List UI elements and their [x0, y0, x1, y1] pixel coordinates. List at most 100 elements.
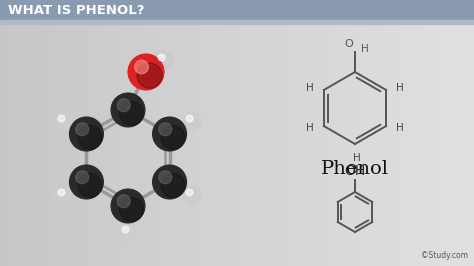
Circle shape — [117, 195, 130, 208]
Bar — [303, 0, 308, 266]
Bar — [185, 0, 190, 266]
Bar — [370, 0, 374, 266]
Bar — [393, 0, 398, 266]
Bar — [374, 0, 379, 266]
Bar — [431, 0, 436, 266]
Text: Phenol: Phenol — [321, 160, 389, 178]
Text: H: H — [361, 44, 369, 54]
Bar — [28, 0, 33, 266]
Bar — [81, 0, 85, 266]
Circle shape — [183, 186, 201, 204]
Bar — [52, 0, 57, 266]
Bar — [76, 0, 81, 266]
Bar — [341, 0, 346, 266]
Text: ©Study.com: ©Study.com — [421, 251, 468, 260]
Circle shape — [122, 226, 129, 233]
Bar — [128, 0, 133, 266]
Bar — [38, 0, 43, 266]
Circle shape — [55, 186, 73, 204]
Bar — [337, 0, 341, 266]
Bar — [237, 0, 242, 266]
Bar — [24, 0, 28, 266]
Circle shape — [69, 117, 103, 151]
Bar — [446, 0, 450, 266]
Bar — [0, 0, 474, 22]
Text: H: H — [396, 123, 404, 133]
Bar — [175, 0, 180, 266]
Circle shape — [161, 126, 185, 149]
Bar — [265, 0, 270, 266]
Circle shape — [58, 115, 65, 122]
Bar — [351, 0, 356, 266]
Bar — [450, 0, 455, 266]
Bar — [33, 0, 38, 266]
Bar — [294, 0, 299, 266]
Bar — [104, 0, 109, 266]
Text: H: H — [306, 123, 314, 133]
Circle shape — [153, 117, 187, 151]
Bar — [166, 0, 171, 266]
Bar — [299, 0, 303, 266]
Bar — [327, 0, 332, 266]
Bar — [85, 0, 90, 266]
Circle shape — [119, 197, 143, 221]
Circle shape — [183, 112, 201, 130]
Bar — [332, 0, 337, 266]
Circle shape — [153, 165, 187, 199]
Bar — [422, 0, 427, 266]
Bar — [194, 0, 199, 266]
Bar — [199, 0, 204, 266]
Bar — [356, 0, 360, 266]
Bar — [228, 0, 232, 266]
Text: H: H — [396, 83, 404, 93]
Bar — [322, 0, 327, 266]
Bar — [460, 0, 465, 266]
Circle shape — [78, 126, 102, 149]
Circle shape — [55, 112, 73, 130]
Bar — [346, 0, 351, 266]
Bar — [389, 0, 393, 266]
Bar — [142, 0, 147, 266]
Bar — [180, 0, 185, 266]
Bar — [100, 0, 104, 266]
Bar — [171, 0, 175, 266]
Circle shape — [161, 173, 185, 197]
Bar — [114, 0, 118, 266]
Bar — [365, 0, 370, 266]
Bar — [455, 0, 460, 266]
Text: H: H — [353, 153, 361, 163]
Circle shape — [186, 189, 193, 196]
Text: OH: OH — [345, 164, 365, 178]
Bar — [133, 0, 137, 266]
Bar — [313, 0, 318, 266]
Bar — [0, 20, 474, 24]
Bar — [137, 0, 142, 266]
Bar — [379, 0, 384, 266]
Bar — [280, 0, 284, 266]
Circle shape — [159, 171, 172, 184]
Bar — [318, 0, 322, 266]
Circle shape — [78, 173, 102, 197]
Bar — [204, 0, 209, 266]
Bar — [412, 0, 417, 266]
Bar — [308, 0, 313, 266]
Bar — [417, 0, 422, 266]
Bar — [441, 0, 446, 266]
Circle shape — [111, 93, 145, 127]
Circle shape — [159, 123, 172, 136]
Bar — [218, 0, 223, 266]
Bar — [118, 0, 123, 266]
Bar — [261, 0, 265, 266]
Bar — [256, 0, 261, 266]
Bar — [398, 0, 403, 266]
Bar — [289, 0, 294, 266]
Bar — [19, 0, 24, 266]
Bar — [161, 0, 166, 266]
Bar — [384, 0, 389, 266]
Circle shape — [158, 54, 165, 61]
Bar — [109, 0, 114, 266]
Bar — [360, 0, 365, 266]
Bar — [284, 0, 289, 266]
Circle shape — [186, 115, 193, 122]
Circle shape — [119, 223, 137, 241]
